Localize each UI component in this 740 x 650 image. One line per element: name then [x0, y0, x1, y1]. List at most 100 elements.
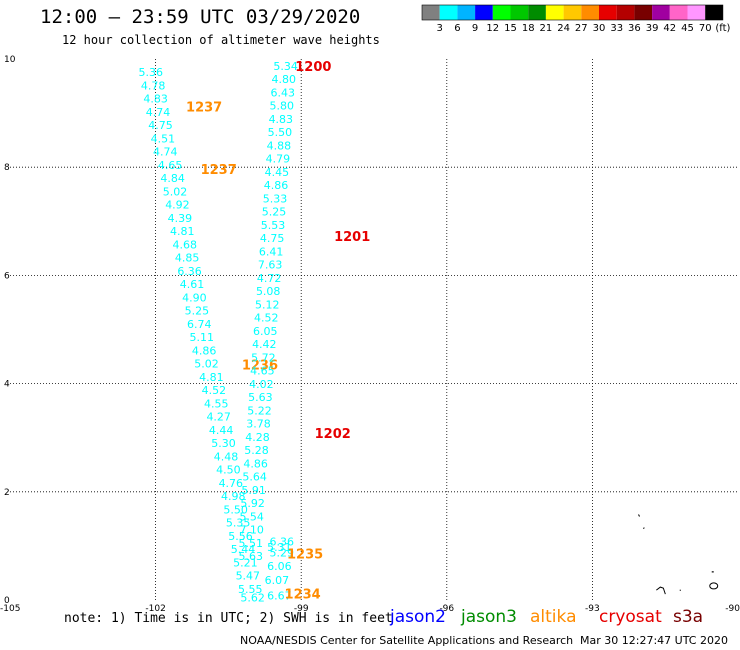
coastline-island: [643, 527, 645, 529]
x-tick-label: -99: [294, 604, 309, 614]
wave-height-value: 4.83: [269, 113, 294, 126]
wave-height-value: 5.63: [238, 550, 263, 563]
scale-label: 6: [454, 23, 460, 34]
wave-height-value: 5.54: [239, 511, 264, 524]
wave-height-value: 4.80: [271, 73, 296, 86]
wave-height-value: 7.10: [239, 524, 264, 537]
wave-height-value: 5.53: [261, 219, 286, 232]
wave-height-value: 4.42: [252, 338, 277, 351]
wave-height-value: 4.28: [245, 431, 270, 444]
wave-height-value: 6.36: [270, 536, 295, 549]
wave-height-value: 4.79: [266, 153, 291, 166]
scale-label: 24: [557, 23, 570, 34]
wave-height-value: 4.85: [175, 252, 200, 265]
wave-height-value: 5.25: [185, 305, 210, 318]
wave-height-value: 5.50: [268, 126, 293, 139]
wave-height-value: 4.39: [168, 212, 193, 225]
wave-height-value: 5.36: [138, 66, 163, 79]
wave-height-value: 5.35: [226, 517, 251, 530]
y-tick-label: 0: [4, 596, 10, 606]
wave-height-value: 6.05: [253, 325, 278, 338]
scale-swatch: [528, 5, 546, 20]
wave-height-value: 6.06: [267, 560, 292, 573]
x-tick-label: -93: [585, 604, 600, 614]
wave-height-value: 4.74: [153, 146, 178, 159]
wave-height-value: 4.76: [219, 477, 244, 490]
x-tick-label: -96: [439, 604, 454, 614]
scale-swatch: [652, 5, 670, 20]
coastline-island: [709, 582, 719, 590]
wave-height-value: 6.41: [259, 246, 284, 259]
scale-frame: [421, 4, 724, 21]
wave-height-value: 4.51: [151, 133, 176, 146]
scale-label: 12: [486, 23, 499, 34]
y-tick-label: 10: [4, 55, 16, 65]
wave-height-value: 4.55: [204, 398, 229, 411]
wave-height-value: 4.92: [165, 199, 190, 212]
scale-swatch: [457, 5, 476, 20]
scale-label: 15: [504, 23, 517, 34]
wave-height-value: 4.52: [202, 384, 227, 397]
scale-swatch: [422, 5, 440, 20]
scale-swatch: [563, 5, 582, 20]
footer-note: note: 1) Time is in UTC; 2) SWH is in fe…: [64, 611, 393, 626]
wave-height-value: 7.63: [258, 259, 283, 272]
scale-label: 18: [522, 23, 535, 34]
scale-swatch: [687, 5, 706, 20]
scale-swatch: [545, 5, 564, 20]
wave-height-value: 5.31: [267, 541, 292, 554]
wave-height-value: 4.45: [265, 166, 290, 179]
x-tick-label: -102: [145, 604, 165, 614]
color-scale-legend: 3 6 9 12 15 18 21 24 27 30 33 36 39 42 45 70 (ft): [421, 4, 731, 34]
coastline-island: [638, 514, 640, 517]
mission-label-jason2: jason2: [390, 607, 446, 627]
wave-height-value: 5.72: [251, 352, 276, 365]
credit-line: NOAA/NESDIS Center for Satellite Applica…: [240, 634, 574, 647]
wave-height-value: 5.33: [263, 193, 288, 206]
wave-height-value: 5.30: [211, 437, 236, 450]
wave-height-value: 5.02: [163, 186, 188, 199]
wave-height-value: 5.29: [270, 546, 295, 559]
pass-time-label: 1201: [334, 230, 370, 245]
scale-swatch: [581, 5, 599, 20]
scale-swatch: [439, 5, 458, 20]
wave-height-value: 4.78: [141, 80, 166, 93]
wave-height-value: 4.98: [221, 490, 246, 503]
y-tick-label: 6: [4, 271, 10, 281]
y-tick-label: 8: [4, 163, 10, 173]
wave-height-value: 5.91: [241, 484, 266, 497]
wave-height-value: 4.75: [148, 119, 173, 132]
page-subtitle: 12 hour collection of altimeter wave hei…: [62, 33, 380, 47]
scale-label: 45: [681, 23, 694, 34]
wave-height-value: 5.11: [189, 331, 214, 344]
wave-height-value: 6.07: [265, 574, 290, 587]
scale-label: (ft): [715, 23, 730, 34]
wave-height-value: 5.02: [194, 358, 219, 371]
pass-time-label: 1236: [242, 359, 278, 374]
wave-height-value: 4.83: [143, 92, 168, 105]
wave-height-value: 4.88: [267, 140, 292, 153]
scale-label: 30: [593, 23, 606, 34]
wave-height-value: 4.65: [158, 159, 183, 172]
wave-height-value: 5.51: [238, 537, 263, 550]
scale-label: 27: [575, 23, 588, 34]
scale-swatch: [492, 5, 511, 20]
wave-height-value: 4.86: [264, 179, 289, 192]
wave-height-value: 5.47: [236, 570, 261, 583]
pass-time-label: 1200: [295, 60, 331, 75]
wave-height-value: 5.34: [273, 60, 298, 73]
mission-label-s3a: s3a: [673, 607, 704, 627]
y-tick-label: 2: [4, 488, 10, 498]
mission-label-altika: altika: [530, 607, 577, 627]
wave-height-value: 4.81: [170, 225, 195, 238]
wave-height-value: 5.55: [238, 583, 263, 596]
scale-label: 33: [610, 23, 623, 34]
wave-height-value: 4.27: [206, 411, 231, 424]
scale-label: 3: [437, 23, 443, 34]
wave-height-value: 4.75: [260, 232, 285, 245]
wave-height-value: 4.90: [182, 292, 207, 305]
wave-height-value: 6.74: [187, 318, 212, 331]
wave-height-value: 5.12: [255, 299, 280, 312]
wave-height-value: 5.64: [242, 471, 267, 484]
